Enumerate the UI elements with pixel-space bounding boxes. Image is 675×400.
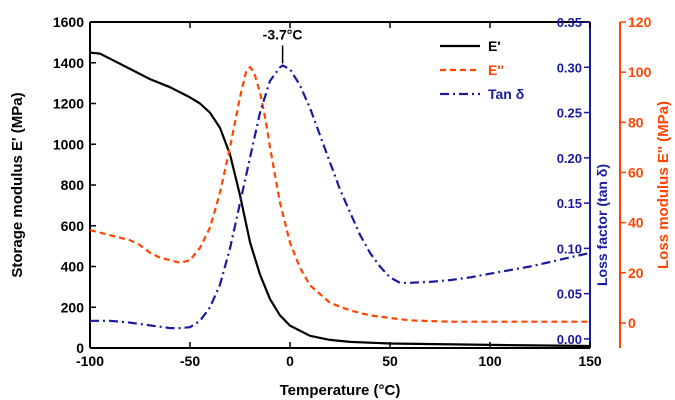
- series-line-2: [90, 64, 591, 330]
- loss-factor-tick-label: 0.10: [557, 241, 582, 256]
- loss-modulus-axis-label: Loss modulus E'' (MPa): [655, 101, 672, 269]
- loss-modulus-tick-label: 40: [628, 215, 644, 231]
- legend-label: E': [488, 38, 501, 54]
- loss-factor-tick-label: 0.05: [557, 287, 582, 302]
- left-y-tick-label: 600: [61, 218, 85, 234]
- left-y-tick-label: 1000: [53, 136, 84, 152]
- legend: E' E'' Tan δ: [440, 38, 524, 102]
- loss-modulus-tick-label: 80: [628, 114, 644, 130]
- x-tick-label: 150: [578, 353, 602, 369]
- x-axis-label: Temperature (°C): [280, 382, 401, 399]
- loss-factor-tick-label: 0.25: [557, 106, 582, 121]
- left-y-tick-label: 200: [61, 299, 85, 315]
- series-line-1: [89, 65, 590, 323]
- loss-modulus-tick-label: 20: [628, 265, 644, 281]
- left-y-tick-label: 1400: [53, 55, 84, 71]
- legend-label: Tan δ: [488, 86, 524, 102]
- x-tick-label: 100: [478, 353, 502, 369]
- left-y-tick-label: 1600: [53, 14, 84, 30]
- legend-label: E'': [488, 62, 504, 78]
- x-tick-label: 0: [286, 353, 294, 369]
- loss-modulus-tick-label: 120: [628, 14, 652, 30]
- loss-factor-axis-label: Loss factor (tan δ): [594, 164, 610, 286]
- x-tick-label: 50: [382, 353, 398, 369]
- loss-modulus-tick-label: 60: [628, 164, 644, 180]
- loss-factor-tick-label: 0.20: [557, 151, 582, 166]
- loss-modulus-tick-label: 0: [628, 315, 636, 331]
- left-y-axis-label: Storage modulus E' (MPa): [9, 92, 26, 277]
- left-y-tick-label: 800: [61, 177, 85, 193]
- loss-factor-tick-label: 0.35: [557, 15, 582, 30]
- series-layer: [89, 51, 591, 348]
- loss-factor-tick-label: 0.15: [557, 196, 582, 211]
- x-tick-label: -100: [76, 353, 104, 369]
- series-line-0: [89, 51, 591, 348]
- left-y-tick-label: 0: [76, 340, 84, 356]
- annotation-layer: -3.7°C: [263, 26, 303, 64]
- loss-factor-tick-label: 0.30: [557, 60, 582, 75]
- left-y-tick-label: 400: [61, 259, 85, 275]
- left-y-tick-label: 1200: [53, 96, 84, 112]
- peak-annotation: -3.7°C: [263, 26, 303, 42]
- loss-factor-tick-label: 0.00: [557, 332, 582, 347]
- x-tick-label: -50: [180, 353, 200, 369]
- loss-modulus-tick-label: 100: [628, 64, 652, 80]
